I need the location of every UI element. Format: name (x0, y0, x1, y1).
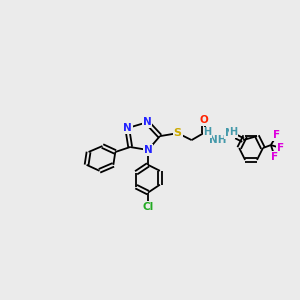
Text: N: N (123, 123, 132, 133)
Text: O: O (199, 115, 208, 125)
Text: F: F (273, 130, 280, 140)
Text: Cl: Cl (142, 202, 154, 212)
Text: S: S (174, 128, 182, 138)
Text: F: F (277, 143, 284, 153)
Text: H: H (229, 127, 237, 137)
Text: N: N (144, 145, 152, 155)
Text: N: N (225, 128, 234, 138)
Text: NH: NH (208, 135, 226, 145)
Text: F: F (271, 152, 278, 162)
Text: H: H (203, 127, 211, 137)
Text: N: N (143, 117, 152, 127)
